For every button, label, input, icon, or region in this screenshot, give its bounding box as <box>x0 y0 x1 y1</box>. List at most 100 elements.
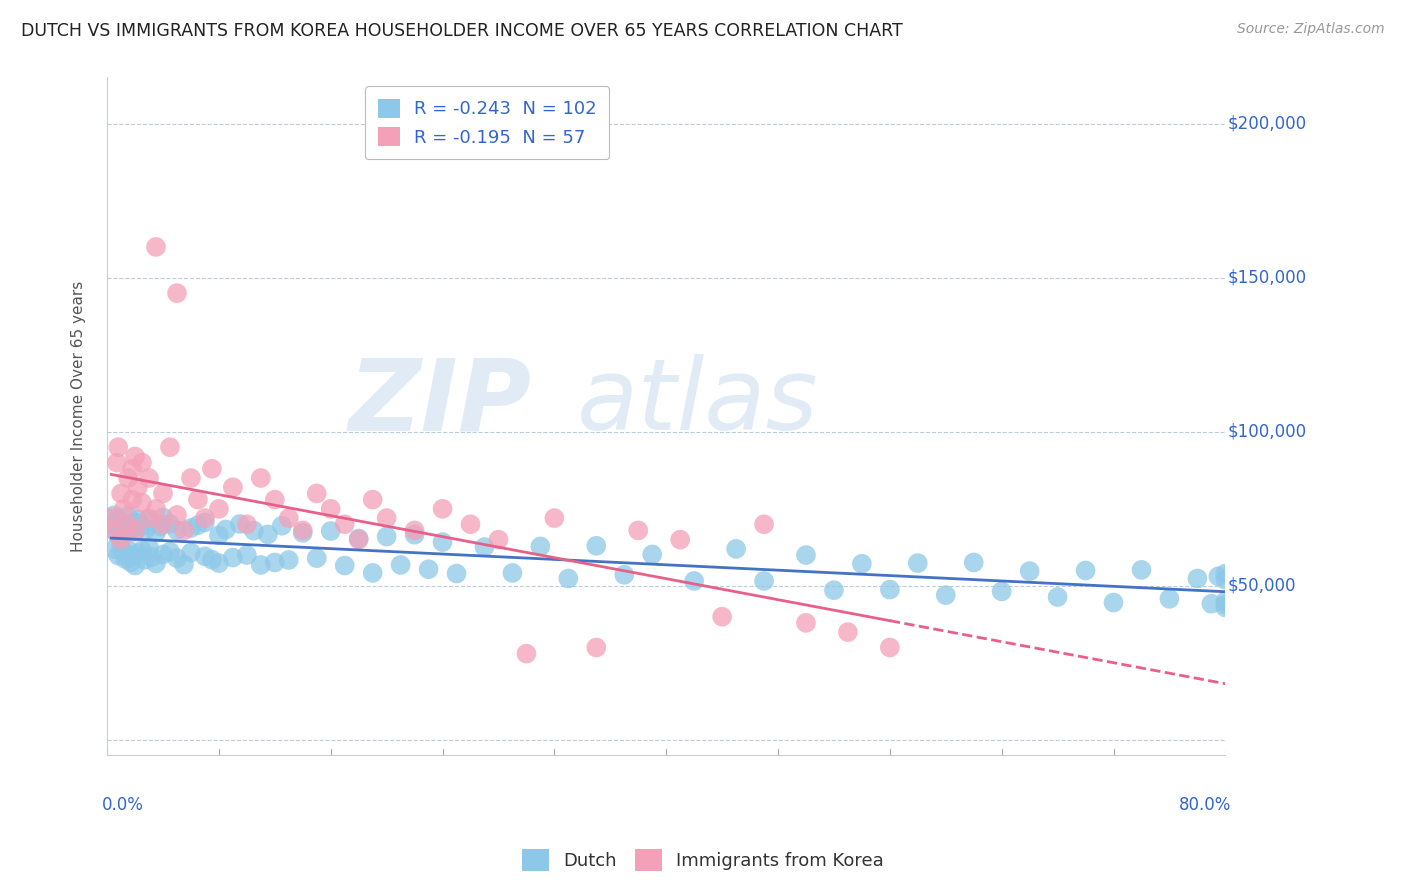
Point <box>990 584 1012 599</box>
Point <box>145 557 167 571</box>
Point <box>347 533 370 547</box>
Point <box>711 609 734 624</box>
Point <box>138 511 160 525</box>
Point <box>794 615 817 630</box>
Point <box>277 553 299 567</box>
Text: DUTCH VS IMMIGRANTS FROM KOREA HOUSEHOLDER INCOME OVER 65 YEARS CORRELATION CHAR: DUTCH VS IMMIGRANTS FROM KOREA HOUSEHOLD… <box>21 22 903 40</box>
Point <box>1215 566 1237 581</box>
Point <box>460 517 482 532</box>
Point <box>201 462 224 476</box>
Point <box>907 556 929 570</box>
Point <box>305 551 328 566</box>
Point <box>110 486 132 500</box>
Point <box>250 471 273 485</box>
Point <box>103 542 125 557</box>
Point <box>112 501 135 516</box>
Point <box>935 588 957 602</box>
Point <box>107 511 129 525</box>
Point <box>543 511 565 525</box>
Point <box>208 556 231 570</box>
Point <box>585 539 607 553</box>
Point <box>107 440 129 454</box>
Point <box>557 572 579 586</box>
Point <box>152 517 174 532</box>
Point <box>361 566 384 580</box>
Point <box>124 524 146 539</box>
Text: $100,000: $100,000 <box>1227 423 1306 441</box>
Point <box>375 511 398 525</box>
Point <box>138 541 160 555</box>
Point <box>180 521 202 535</box>
Point <box>229 516 252 531</box>
Text: $150,000: $150,000 <box>1227 268 1306 286</box>
Point <box>152 510 174 524</box>
Point <box>215 523 238 537</box>
Point <box>305 486 328 500</box>
Point <box>120 555 142 569</box>
Point <box>418 562 440 576</box>
Point <box>166 551 188 566</box>
Point <box>333 517 356 532</box>
Point <box>201 552 224 566</box>
Point <box>277 511 299 525</box>
Point <box>1215 598 1237 612</box>
Point <box>127 546 149 560</box>
Point <box>613 567 636 582</box>
Point <box>131 518 153 533</box>
Point <box>752 517 775 532</box>
Point <box>124 516 146 530</box>
Point <box>117 471 139 485</box>
Point <box>103 508 125 523</box>
Point <box>127 512 149 526</box>
Point <box>110 521 132 535</box>
Text: atlas: atlas <box>576 354 818 451</box>
Legend: Dutch, Immigrants from Korea: Dutch, Immigrants from Korea <box>515 842 891 879</box>
Point <box>138 471 160 485</box>
Point <box>187 492 209 507</box>
Point <box>145 240 167 254</box>
Point <box>270 518 292 533</box>
Point <box>250 558 273 572</box>
Point <box>112 524 135 538</box>
Point <box>752 574 775 588</box>
Point <box>145 525 167 540</box>
Point <box>124 558 146 573</box>
Point <box>131 543 153 558</box>
Point <box>194 549 217 564</box>
Point <box>121 492 143 507</box>
Point <box>432 501 454 516</box>
Point <box>159 544 181 558</box>
Point <box>879 640 901 655</box>
Point <box>100 517 122 532</box>
Point <box>121 549 143 564</box>
Point <box>166 524 188 538</box>
Point <box>107 549 129 563</box>
Point <box>159 516 181 531</box>
Point <box>166 286 188 301</box>
Point <box>1159 591 1181 606</box>
Text: $50,000: $50,000 <box>1227 577 1296 595</box>
Point <box>1102 595 1125 609</box>
Point <box>291 525 314 540</box>
Point <box>879 582 901 597</box>
Text: ZIP: ZIP <box>349 354 531 451</box>
Point <box>110 540 132 554</box>
Point <box>319 501 342 516</box>
Point <box>263 556 285 570</box>
Point <box>180 471 202 485</box>
Point <box>1215 600 1237 615</box>
Point <box>208 528 231 542</box>
Point <box>256 527 278 541</box>
Point <box>127 480 149 494</box>
Point <box>173 558 195 572</box>
Point <box>166 508 188 522</box>
Point <box>149 519 172 533</box>
Point <box>135 522 157 536</box>
Point <box>375 530 398 544</box>
Point <box>114 552 136 566</box>
Text: 0.0%: 0.0% <box>101 796 143 814</box>
Point <box>333 558 356 573</box>
Point <box>263 492 285 507</box>
Point <box>837 625 859 640</box>
Legend: R = -0.243  N = 102, R = -0.195  N = 57: R = -0.243 N = 102, R = -0.195 N = 57 <box>366 87 609 160</box>
